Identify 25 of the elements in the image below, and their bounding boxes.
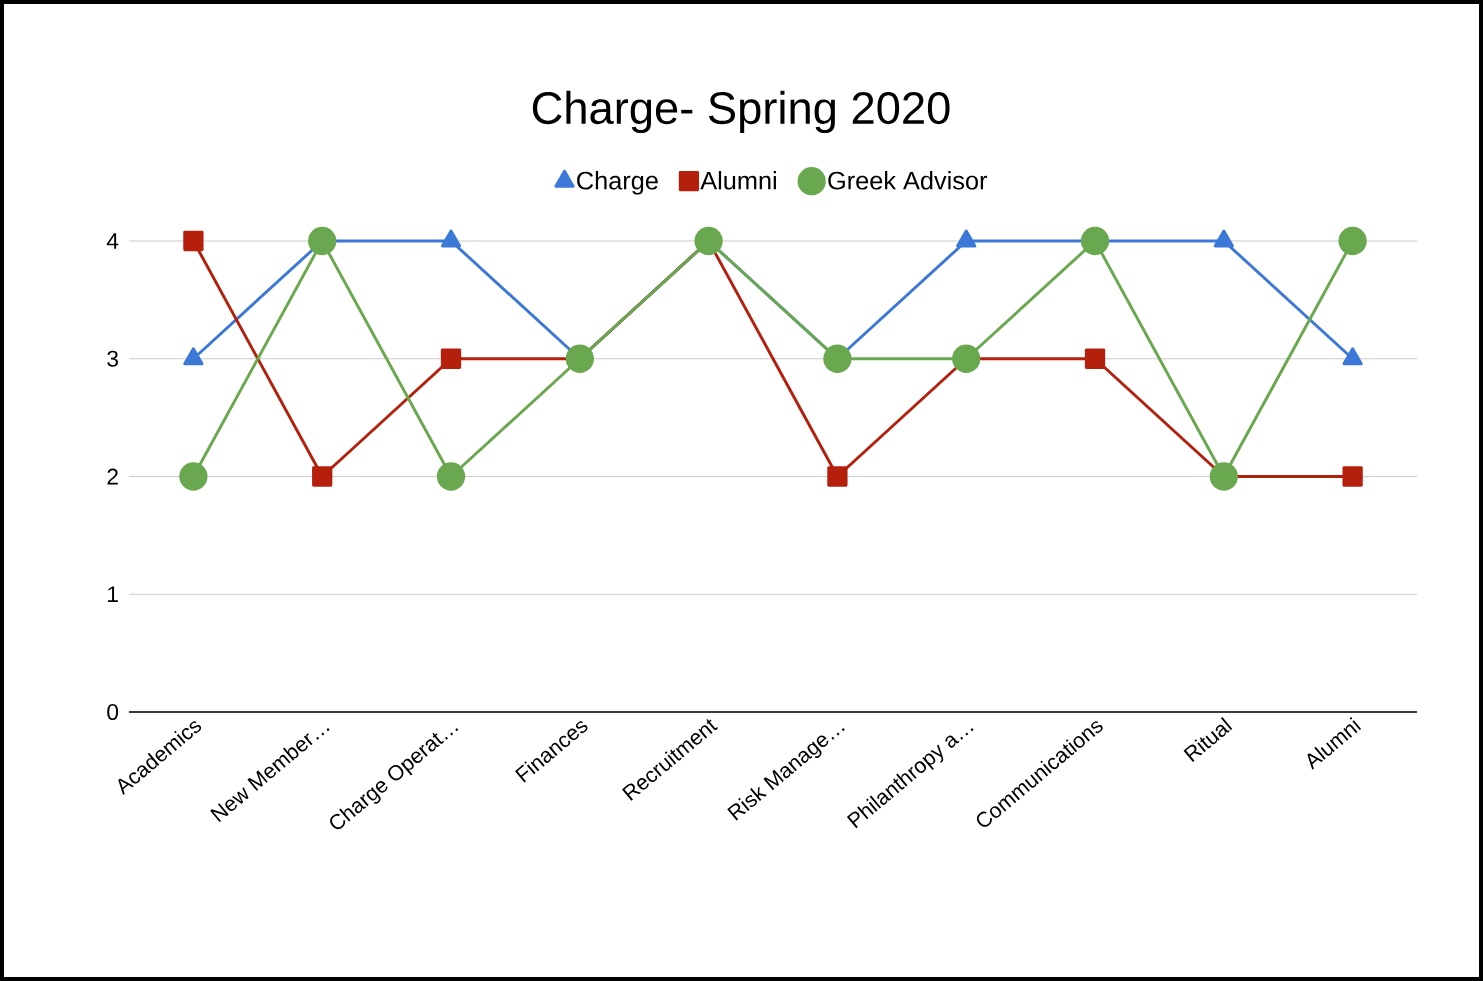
point bbox=[565, 344, 594, 373]
legend-label: Alumni bbox=[700, 171, 776, 190]
point bbox=[1080, 226, 1110, 256]
chart-title: Charge- Spring 2020 bbox=[532, 90, 950, 134]
y-tick-label: 4 bbox=[106, 233, 119, 249]
point bbox=[440, 348, 462, 369]
point bbox=[1342, 466, 1363, 487]
point bbox=[1338, 226, 1367, 256]
point bbox=[308, 226, 337, 256]
y-tick-label: 2 bbox=[107, 468, 118, 485]
point bbox=[1209, 462, 1238, 491]
point bbox=[312, 466, 333, 487]
point bbox=[952, 344, 981, 373]
legend-label: Greek Advisor bbox=[828, 171, 988, 190]
y-tick-label: 0 bbox=[107, 703, 119, 721]
point bbox=[436, 462, 466, 491]
point bbox=[183, 230, 204, 252]
point bbox=[827, 466, 848, 487]
point bbox=[694, 226, 723, 256]
y-tick-label: 3 bbox=[107, 350, 118, 367]
point bbox=[823, 344, 852, 373]
y-tick-label: 1 bbox=[108, 586, 118, 603]
point bbox=[1084, 348, 1106, 369]
legend-label: Charge bbox=[577, 171, 658, 195]
point bbox=[179, 462, 208, 491]
